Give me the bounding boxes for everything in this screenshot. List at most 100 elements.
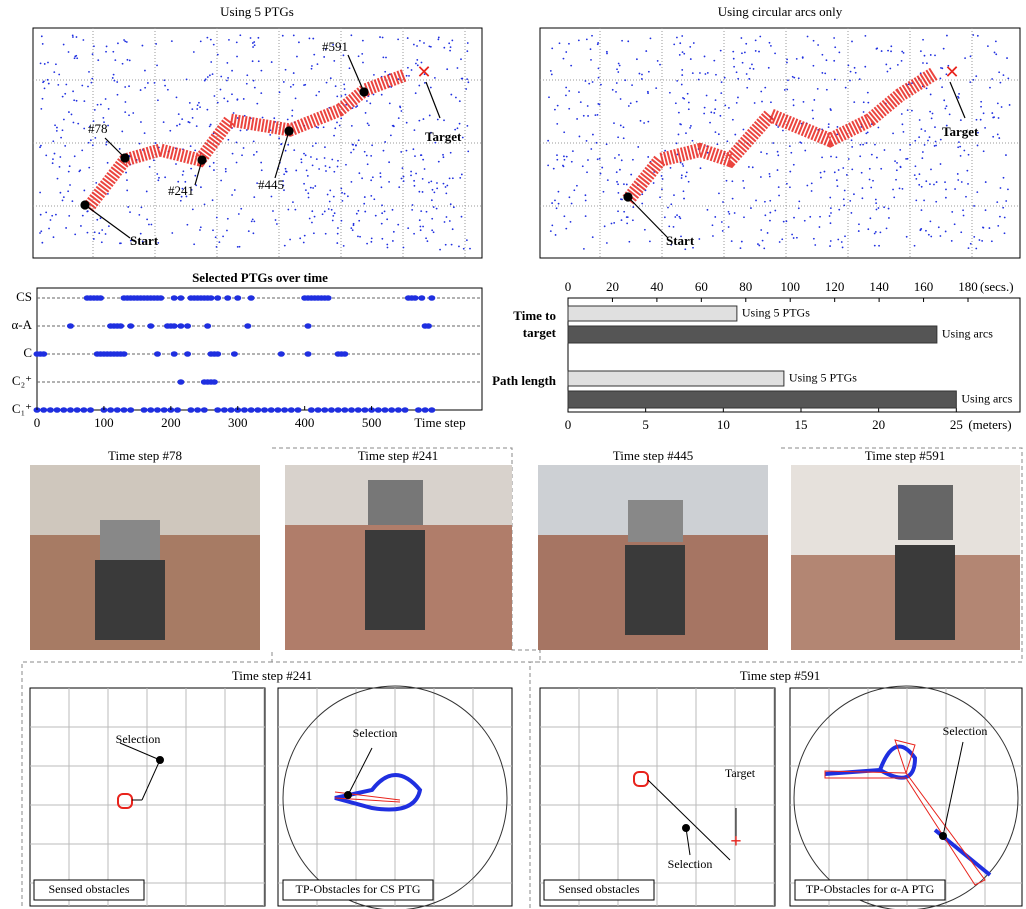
obstacle-point: [734, 212, 736, 214]
obstacle-point: [42, 43, 44, 45]
selection-point: [288, 407, 295, 413]
obstacle-point: [644, 229, 646, 231]
obstacle-point: [370, 179, 372, 181]
obstacle-point: [754, 102, 756, 104]
obstacle-point: [935, 141, 937, 143]
obstacle-point: [991, 240, 993, 242]
x-tick-label: 0: [565, 417, 572, 432]
obstacle-point: [728, 213, 730, 215]
obstacle-point: [58, 74, 60, 76]
panel-label: Sensed obstacles: [559, 882, 640, 896]
obstacle-point: [451, 40, 453, 42]
obstacle-point: [786, 59, 788, 61]
selection-point: [54, 407, 61, 413]
obstacle-point: [223, 97, 225, 99]
obstacle-point: [381, 94, 383, 96]
obstacle-point: [946, 105, 948, 107]
obstacle-point: [590, 48, 592, 50]
obstacle-point: [113, 74, 115, 76]
obstacle-point: [299, 237, 301, 239]
obstacle-point: [253, 140, 255, 142]
obstacle-point: [631, 84, 633, 86]
obstacle-point: [73, 122, 75, 124]
selection-point: [120, 351, 127, 357]
obstacle-point: [294, 209, 296, 211]
obstacle-point: [96, 219, 98, 221]
obstacle-point: [403, 176, 405, 178]
obstacle-point: [965, 196, 967, 198]
obstacle-point: [59, 156, 61, 158]
obstacle-point: [611, 223, 613, 225]
obstacle-point: [59, 166, 61, 168]
obstacle-point: [641, 74, 643, 76]
obstacle-point: [915, 165, 917, 167]
obstacle-point: [312, 145, 314, 147]
annotation: Start: [130, 233, 159, 248]
obstacle-point: [661, 175, 663, 177]
obstacle-point: [397, 39, 399, 41]
obstacle-point: [583, 115, 585, 117]
obstacle-point: [428, 45, 430, 47]
obstacle-point: [659, 64, 661, 66]
obstacle-point: [410, 174, 412, 176]
obstacle-point: [392, 125, 394, 127]
obstacle-point: [758, 51, 760, 53]
obstacle-point: [998, 71, 1000, 73]
selection-point: [214, 351, 221, 357]
obstacle-point: [198, 102, 200, 104]
obstacle-point: [921, 157, 923, 159]
selection-point: [67, 323, 74, 329]
selection-point: [40, 407, 47, 413]
selection-point: [305, 323, 312, 329]
obstacle-point: [68, 171, 70, 173]
obstacle-point: [957, 146, 959, 148]
obstacle-point: [909, 144, 911, 146]
obstacle-point: [88, 71, 90, 73]
obstacle-point: [117, 94, 119, 96]
obstacle-point: [995, 53, 997, 55]
obstacle-point: [239, 34, 241, 36]
obstacle-point: [457, 67, 459, 69]
obstacle-point: [627, 40, 629, 42]
obstacle-point: [641, 193, 643, 195]
obstacle-point: [710, 111, 712, 113]
obstacle-point: [867, 92, 869, 94]
obstacle-point: [381, 186, 383, 188]
obstacle-point: [278, 137, 280, 139]
obstacle-point: [820, 172, 822, 174]
obstacle-point: [50, 219, 52, 221]
obstacle-point: [630, 174, 632, 176]
obstacle-point: [445, 244, 447, 246]
obstacle-point: [819, 216, 821, 218]
obstacle-point: [798, 207, 800, 209]
obstacle-point: [413, 233, 415, 235]
selection-point: [412, 295, 419, 301]
obstacle-point: [836, 179, 838, 181]
obstacle-point: [892, 133, 894, 135]
obstacle-point: [689, 46, 691, 48]
obstacle-point: [81, 149, 83, 151]
obstacle-point: [91, 82, 93, 84]
selection-point: [97, 295, 104, 301]
obstacle-point: [895, 179, 897, 181]
obstacle-point: [931, 117, 933, 119]
obstacle-point: [147, 82, 149, 84]
obstacle-point: [777, 154, 779, 156]
obstacle-point: [559, 42, 561, 44]
obstacle-point: [728, 107, 730, 109]
obstacle-point: [760, 151, 762, 153]
obstacle-point: [858, 223, 860, 225]
obstacle-point: [647, 92, 649, 94]
annotation: Target: [942, 124, 979, 139]
obstacle-point: [327, 194, 329, 196]
obstacle-point: [662, 178, 664, 180]
obstacle-point: [726, 140, 728, 142]
obstacle-point: [563, 155, 565, 157]
obstacle-point: [688, 181, 690, 183]
selection-point: [422, 407, 429, 413]
obstacle-point: [951, 211, 953, 213]
selection-point: [211, 379, 218, 385]
obstacle-point: [557, 105, 559, 107]
obstacle-point: [960, 231, 962, 233]
obstacle-point: [621, 40, 623, 42]
